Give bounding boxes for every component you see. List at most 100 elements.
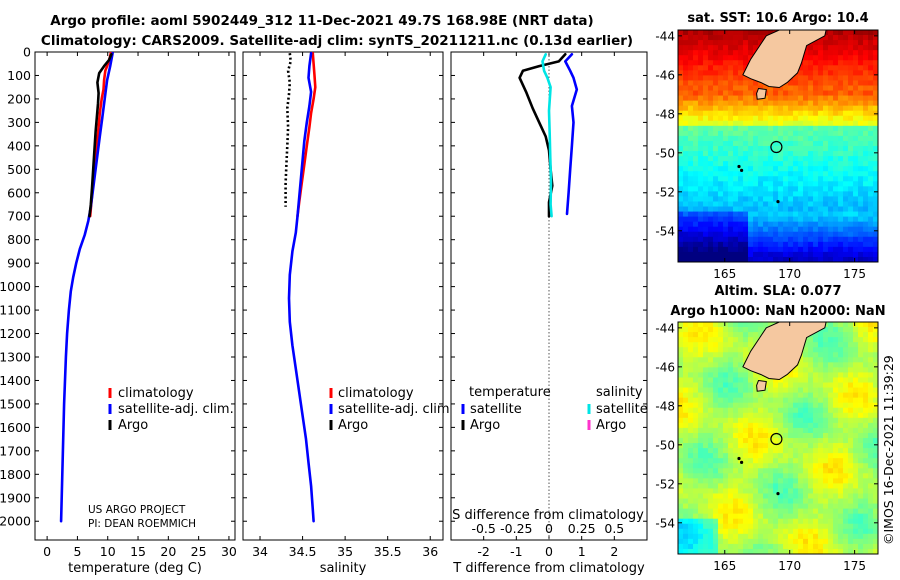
map-cell [733,533,739,540]
map-cell [693,432,699,439]
map-cell [743,458,749,464]
map-cell [698,427,704,434]
map-cell [863,377,869,383]
map-cell [758,322,764,328]
map-cell [858,533,864,540]
map-cell [773,100,779,107]
map-cell [863,337,869,343]
map-cell [743,211,749,218]
map-cell [723,176,729,182]
map-cell [808,503,814,510]
x-top-tick-label: 0 [545,521,553,536]
map-cell [848,498,854,504]
map-cell [768,443,774,449]
map-cell [778,402,784,409]
map-cell [703,443,709,449]
map-cell [773,453,779,459]
map-cell [833,362,839,368]
map-cell [848,458,854,464]
map-cell [798,161,804,167]
map-cell [728,45,734,51]
map-cell [748,171,754,177]
map-cell [683,523,689,530]
map-cell [773,216,779,223]
map-cell [693,357,699,363]
map-cell [753,463,759,469]
map-cell [768,432,774,439]
map-cell [813,115,819,122]
map-cell [843,125,849,132]
map-cell [683,191,689,197]
map-cell [733,322,739,328]
map-cell [763,216,769,223]
map-cell [778,256,784,263]
map-cell [693,493,699,499]
map-cell [708,80,714,86]
map-cell [853,432,859,439]
map-cell [708,503,714,510]
map-cell [858,206,864,212]
map-cell [738,463,744,469]
map-cell [853,528,859,535]
map-cell [788,171,794,177]
map-cell [738,407,744,414]
map-cell [818,241,824,248]
map-cell [858,156,864,162]
map-cell [768,533,774,540]
map-cell [818,125,824,132]
map-cell [798,397,804,404]
map-cell [703,513,709,520]
map-cell [863,473,869,479]
map-cell [813,186,819,192]
map-cell [698,181,704,187]
map-cell [778,443,784,449]
map-cell [838,45,844,51]
map-cell [833,256,839,263]
map-cell [858,135,864,142]
map-cell [703,453,709,459]
map-cell [868,352,874,358]
map-cell [813,231,819,238]
map-cell [728,397,734,404]
map-cell [678,156,684,162]
map-cell [858,372,864,378]
lat-tick-label: -52 [655,185,675,199]
map-cell [698,438,704,444]
map-cell [873,241,879,248]
map-cell [798,508,804,515]
map-cell [703,80,709,86]
map-cell [808,453,814,459]
map-cell [843,402,849,409]
map-cell [873,70,879,76]
map-cell [818,538,824,545]
imos-timestamp: ©IMOS 16-Dec-2021 11:39:29 [881,355,896,545]
map-cell [683,146,689,152]
map-cell [763,528,769,535]
map-cell [828,45,834,51]
map-cell [843,251,849,258]
map-cell [833,140,839,147]
map-cell [873,186,879,192]
map-cell [728,548,734,555]
map-cell [748,397,754,404]
map-cell [748,412,754,419]
map-cell [768,166,774,172]
map-cell [803,443,809,449]
map-cell [733,483,739,489]
map-cell [693,372,699,378]
map-cell [743,166,749,172]
map-cell [823,352,829,358]
map-cell [808,458,814,464]
map-cell [693,191,699,197]
difference-legend-temperature: temperature satellite Argo [461,385,551,433]
map-cell [753,438,759,444]
map-cell [798,548,804,555]
map-cell [778,382,784,388]
map-cell [773,191,779,197]
map-cell [743,412,749,419]
map-cell [818,75,824,81]
map-cell [718,493,724,499]
y-tick-label: 1600 [0,420,31,435]
map-cell [733,171,739,177]
map-cell [748,372,754,378]
